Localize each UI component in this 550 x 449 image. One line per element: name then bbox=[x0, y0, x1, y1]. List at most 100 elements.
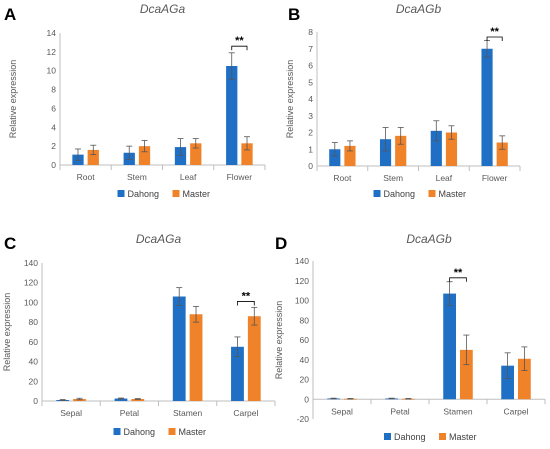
panel-a-ytick-label: 10 bbox=[47, 66, 57, 76]
panel-b-ytick-label: 7 bbox=[308, 44, 313, 54]
panel-b-bar-master bbox=[496, 142, 508, 166]
panel-c-bar-master bbox=[247, 316, 261, 401]
panel-d-category-label: Stamen bbox=[443, 406, 473, 416]
panel-a-significance-label: ** bbox=[235, 35, 244, 47]
panel-a-legend-label: Dahong bbox=[128, 189, 160, 199]
panel-b-category-label: Stem bbox=[383, 173, 403, 183]
panel-c-ylabel: Relative expression bbox=[2, 293, 12, 372]
panel-a-ytick-label: 2 bbox=[51, 141, 56, 151]
panel-d-category-label: Carpel bbox=[503, 406, 528, 416]
panel-a-significance-bracket bbox=[231, 45, 248, 51]
panel-c-letter: C bbox=[4, 234, 16, 253]
panel-a-letter: A bbox=[4, 5, 16, 24]
panel-a-legend-label: Master bbox=[183, 189, 211, 199]
panel-d-title: DcaAGb bbox=[406, 232, 452, 246]
panel-d-bar-master bbox=[518, 358, 531, 400]
panel-a-bar-dahong bbox=[174, 147, 187, 165]
panel-b-bar-master bbox=[445, 132, 458, 166]
panel-d-legend-swatch bbox=[384, 433, 391, 440]
panel-a-ytick-label: 0 bbox=[51, 160, 56, 170]
panel-d-letter: D bbox=[275, 234, 287, 253]
panel-b-bar-dahong bbox=[430, 130, 442, 166]
panel-d-bar-master bbox=[460, 349, 473, 400]
panel-a-bar-master bbox=[87, 149, 99, 165]
panel-d-ytick-label: 20 bbox=[300, 375, 310, 385]
panel-c-title: DcaAGa bbox=[136, 232, 182, 246]
panel-c-legend-swatch bbox=[113, 428, 121, 435]
panel-a-ylabel: Relative expression bbox=[8, 60, 18, 139]
panel-b-legend-swatch bbox=[373, 190, 381, 197]
panel-b-legend-label: Dahong bbox=[384, 189, 416, 199]
panel-c-ytick-label: 40 bbox=[29, 357, 39, 367]
panel-b-ylabel: Relative expression bbox=[285, 60, 295, 139]
panel-a-bar-master bbox=[190, 143, 202, 165]
panel-a-category-label: Root bbox=[77, 172, 96, 182]
panel-c-ytick-label: 100 bbox=[24, 297, 38, 307]
panel-d-ytick-label: 80 bbox=[300, 315, 310, 325]
panel-c-ytick-label: 60 bbox=[29, 337, 39, 347]
panel-c-ytick-label: 0 bbox=[33, 396, 38, 406]
panel-b-ytick-label: 3 bbox=[308, 111, 313, 121]
panel-a-category-label: Stem bbox=[127, 172, 147, 182]
panel-d-ylabel: Relative expression bbox=[274, 301, 284, 380]
panel-a-ytick-label: 8 bbox=[51, 85, 56, 95]
panel-c-bar-dahong bbox=[172, 296, 186, 401]
panel-c-ytick-label: 140 bbox=[24, 258, 38, 268]
panel-b-category-label: Root bbox=[333, 173, 352, 183]
panel-b-title: DcaAGb bbox=[396, 2, 442, 16]
panel-c-ytick-label: 80 bbox=[29, 317, 39, 327]
panel-d-category-label: Sepal bbox=[331, 406, 353, 416]
panel-b-ytick-label: 6 bbox=[308, 61, 313, 71]
panel-a-ytick-label: 4 bbox=[51, 122, 56, 132]
panel-d-ytick-label: 140 bbox=[295, 256, 309, 266]
panel-d-ytick-label: 120 bbox=[295, 276, 309, 286]
panel-b-ytick-label: 2 bbox=[308, 128, 313, 138]
panel-a-ytick-label: 12 bbox=[47, 47, 57, 57]
panel-b-legend-label: Master bbox=[439, 189, 467, 199]
panel-d-ytick-label: 0 bbox=[304, 394, 309, 404]
panel-d-significance-label: ** bbox=[454, 267, 463, 279]
panel-d-significance-bracket bbox=[449, 277, 467, 282]
panel-c-significance-bracket bbox=[237, 301, 255, 306]
panel-b-letter: B bbox=[288, 5, 300, 24]
panel-d-ytick-label: 100 bbox=[295, 296, 309, 306]
panel-d-legend-label: Dahong bbox=[394, 432, 426, 442]
panel-a-legend-swatch bbox=[172, 190, 180, 197]
panel-a-ytick-label: 6 bbox=[51, 103, 56, 113]
panel-a-bar-master bbox=[138, 146, 151, 165]
panel-b-ytick-label: 8 bbox=[308, 27, 313, 37]
panel-d-ytick-label: -20 bbox=[297, 414, 310, 424]
panel-b-bar-master bbox=[395, 135, 407, 166]
panel-d-bar-dahong bbox=[443, 293, 456, 400]
panel-b-bar-dahong bbox=[481, 48, 493, 166]
panel-c-significance-label: ** bbox=[242, 290, 251, 302]
panel-b-significance-bracket bbox=[486, 36, 503, 42]
panel-d-legend-label: Master bbox=[449, 432, 477, 442]
panel-b-ytick-label: 0 bbox=[308, 161, 313, 171]
panel-d-ytick-label: 40 bbox=[300, 355, 310, 365]
panel-b-bar-master bbox=[344, 145, 356, 166]
panel-d-category-label: Petal bbox=[390, 406, 409, 416]
panel-b-legend-swatch bbox=[428, 190, 436, 197]
panel-b-category-label: Flower bbox=[482, 173, 508, 183]
panel-a-ytick-label: 14 bbox=[47, 28, 57, 38]
panel-c-bar-master bbox=[189, 314, 203, 401]
panel-c-bar-dahong bbox=[114, 398, 128, 401]
panel-c-legend-label: Master bbox=[179, 427, 207, 437]
panel-a-legend-swatch bbox=[117, 190, 125, 197]
panel-c-ytick-label: 120 bbox=[24, 278, 38, 288]
panel-c-bar-master bbox=[131, 399, 145, 401]
panel-c-ytick-label: 20 bbox=[29, 376, 39, 386]
panel-a-category-label: Flower bbox=[227, 172, 253, 182]
panel-b-bar-dahong bbox=[329, 149, 341, 166]
panel-b-bar-dahong bbox=[379, 139, 392, 166]
panel-c-category-label: Carpel bbox=[233, 408, 258, 418]
panel-d-legend-swatch bbox=[439, 433, 446, 440]
panel-b-significance-label: ** bbox=[490, 26, 499, 38]
panel-a-bar-master bbox=[241, 143, 253, 165]
panel-c-category-label: Stamen bbox=[173, 408, 203, 418]
panel-c-legend-swatch bbox=[168, 428, 176, 435]
panel-c-legend-label: Dahong bbox=[124, 427, 156, 437]
panel-c-category-label: Sepal bbox=[60, 408, 82, 418]
